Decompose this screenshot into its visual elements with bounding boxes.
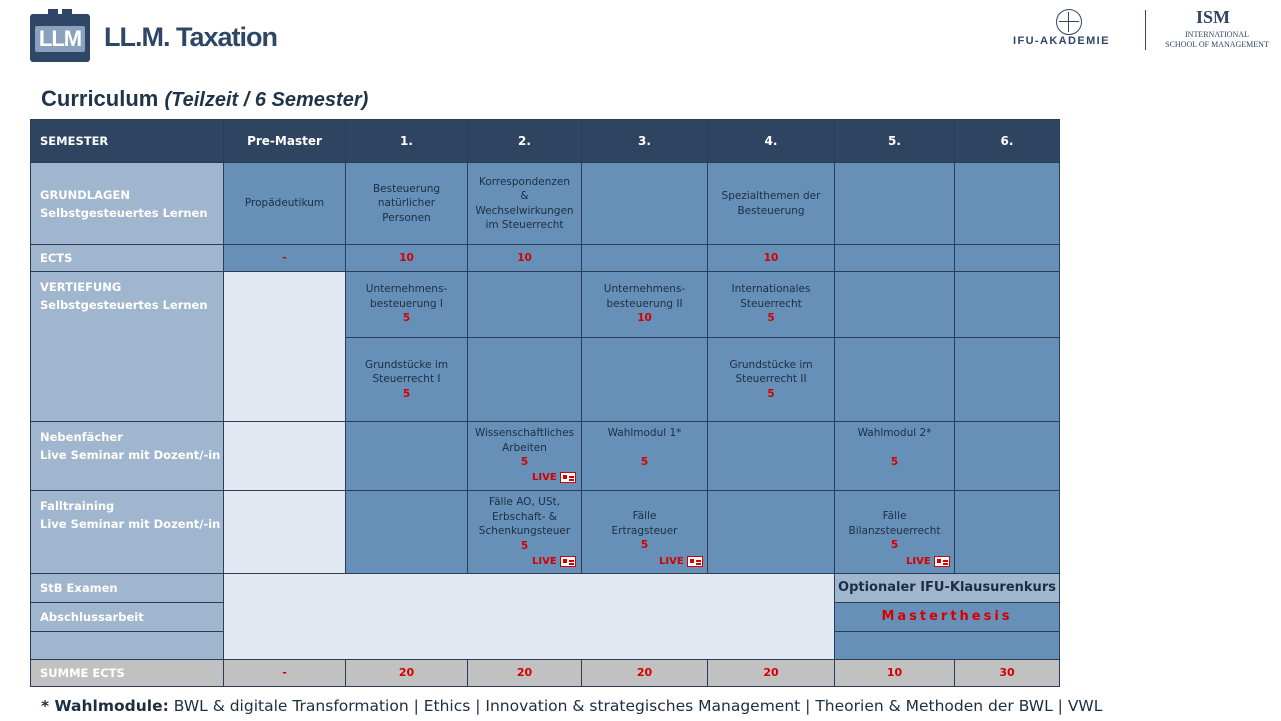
live-badge: LIVE [532, 556, 576, 567]
row-label-stb-examen: StB Examen [30, 573, 224, 603]
llm-logo: LLM [30, 9, 90, 62]
falltraining-semester-6 [954, 490, 1060, 574]
vertiefung-b-semester-5 [834, 337, 955, 422]
nebenfaecher-semester-4 [707, 421, 835, 491]
ects-value: 5 [402, 312, 411, 324]
vertiefung-a-semester-1: Unternehmens-besteuerung I 5 [345, 271, 468, 338]
falltraining-semester-4 [707, 490, 835, 574]
vertiefung-a-semester-5 [834, 271, 955, 338]
row-label-ects: ECTS [30, 244, 224, 272]
ifu-seal-icon [1056, 9, 1082, 35]
grundlagen-pre-master: Propädeutikum [223, 162, 346, 245]
page-title: Curriculum (Teilzeit / 6 Semester) [41, 86, 369, 111]
grundlagen-semester-5 [834, 162, 955, 245]
ects-semester-1: 10 [345, 244, 468, 272]
row-label-abschlussarbeit: Abschlussarbeit [30, 602, 224, 632]
footnote-text: BWL & digitale Transformation | Ethics |… [168, 697, 1103, 715]
ism-logo-text: ISM [1196, 7, 1231, 27]
header-semester: SEMESTER [30, 119, 224, 163]
ects-semester-3 [581, 244, 708, 272]
live-seminar-icon [559, 472, 576, 483]
grundlagen-semester-6 [954, 162, 1060, 245]
grundlagen-semester-3 [581, 162, 708, 245]
ects-value: 10 [637, 312, 652, 324]
ifu-logo-text: IFU-AKADEMIE [1013, 35, 1110, 47]
vertiefung-a-semester-3: Unternehmens-besteuerung II 10 [581, 271, 708, 338]
ects-value: 5 [640, 539, 649, 551]
vertiefung-b-semester-4: Grundstücke im Steuerrecht II 5 [707, 337, 835, 422]
row-label-nebenfaecher: Nebenfächer Live Seminar mit Dozent/-in [30, 421, 224, 491]
live-seminar-icon [933, 556, 950, 567]
nebenfaecher-semester-3: Wahlmodul 1* 5 [581, 421, 708, 491]
vertiefung-b-semester-6 [954, 337, 1060, 422]
summe-semester-4: 20 [707, 659, 835, 687]
header-pre-master: Pre-Master [223, 119, 346, 163]
header-semester-1: 1. [345, 119, 468, 163]
vertiefung-a-semester-6 [954, 271, 1060, 338]
summe-semester-6: 30 [954, 659, 1060, 687]
row-label-summe-ects: SUMME ECTS [30, 659, 224, 687]
ects-value: 5 [890, 539, 899, 551]
summe-semester-3: 20 [581, 659, 708, 687]
ects-value: 5 [520, 539, 529, 552]
ism-logo-subtext: INTERNATIONAL SCHOOL OF MANAGEMENT [1165, 30, 1269, 49]
ects-value: 5 [767, 387, 775, 400]
falltraining-semester-2: Fälle AO, USt, Erbschaft- & Schenkungsteue… [467, 490, 582, 574]
live-badge: LIVE [659, 556, 703, 567]
summe-pre-master: - [223, 659, 346, 687]
ects-value: 5 [640, 456, 649, 468]
masterthesis: Masterthesis [834, 602, 1060, 632]
ects-semester-4: 10 [707, 244, 835, 272]
llm-logo-text: LLM [35, 26, 85, 52]
grundlagen-semester-2: Korrespondenzen & Wechselwirkungen im Steue… [467, 162, 582, 245]
row-label-vertiefung: VERTIEFUNG Selbstgesteuertes Lernen [30, 271, 224, 422]
header-semester-2: 2. [467, 119, 582, 163]
header-semester-4: 4. [707, 119, 835, 163]
live-seminar-icon [686, 556, 703, 567]
nebenfaecher-pre-master [223, 421, 346, 491]
footnote-prefix: * Wahlmodule: [41, 697, 169, 715]
bottom-empty-blue [834, 631, 1060, 660]
summe-semester-2: 20 [467, 659, 582, 687]
ects-semester-6 [954, 244, 1060, 272]
ects-semester-2: 10 [467, 244, 582, 272]
summe-semester-1: 20 [345, 659, 468, 687]
nebenfaecher-semester-2: Wissenschaftliches Arbeiten 5 [467, 421, 582, 491]
vertiefung-b-semester-3 [581, 337, 708, 422]
header-semester-6: 6. [954, 119, 1060, 163]
falltraining-semester-1 [345, 490, 468, 574]
nebenfaecher-semester-6 [954, 421, 1060, 491]
vertiefung-b-semester-2 [467, 337, 582, 422]
logo-divider [1145, 10, 1146, 50]
live-badge: LIVE [532, 472, 576, 483]
row-label-grundlagen: GRUNDLAGEN Selbstgesteuertes Lernen [30, 162, 224, 245]
ects-value: 5 [890, 456, 899, 468]
grundlagen-semester-4: Spezialthemen der Besteuerung [707, 162, 835, 245]
nebenfaecher-semester-1 [345, 421, 468, 491]
live-badge: LIVE [906, 556, 950, 567]
footnote: * Wahlmodule: BWL & digitale Transformat… [41, 697, 1102, 715]
header-semester-5: 5. [834, 119, 955, 163]
nebenfaecher-semester-5: Wahlmodul 2* 5 [834, 421, 955, 491]
ects-semester-5 [834, 244, 955, 272]
row-label-falltraining: Falltraining Live Seminar mit Dozent/-in [30, 490, 224, 574]
ects-value: 5 [402, 387, 411, 400]
page-subtitle: (Teilzeit / 6 Semester) [164, 89, 369, 111]
vertiefung-b-semester-1: Grundstücke im Steuerrecht I 5 [345, 337, 468, 422]
header-semester-3: 3. [581, 119, 708, 163]
optional-klausurenkurs: Optionaler IFU-Klausurenkurs [834, 573, 1060, 603]
ects-value: 5 [767, 312, 775, 324]
vertiefung-a-semester-2 [467, 271, 582, 338]
vertiefung-pre-master [223, 271, 346, 422]
row-label-empty [30, 631, 224, 660]
falltraining-pre-master [223, 490, 346, 574]
bottom-empty-area [223, 573, 835, 660]
brand-title: LL.M. Taxation [104, 22, 278, 52]
summe-semester-5: 10 [834, 659, 955, 687]
grundlagen-semester-1: Besteuerung natürlicher Personen [345, 162, 468, 245]
ects-value: 5 [520, 456, 529, 468]
vertiefung-a-semester-4: Internationales Steuerrecht 5 [707, 271, 835, 338]
live-seminar-icon [559, 556, 576, 567]
ects-pre-master: - [223, 244, 346, 272]
